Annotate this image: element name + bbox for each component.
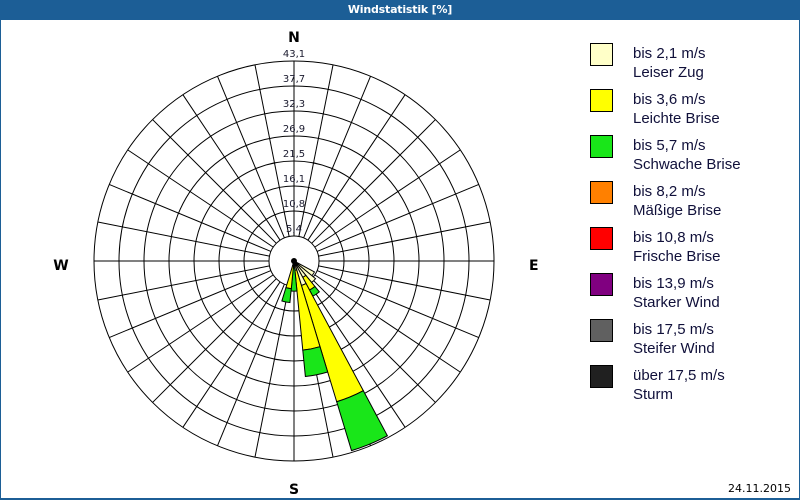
window-title: Windstatistik [%] — [347, 3, 453, 16]
legend-swatch — [590, 273, 613, 296]
grid-spoke — [182, 281, 281, 428]
ring-label: 37,7 — [283, 74, 305, 85]
grid-spoke — [109, 270, 272, 338]
compass-label-south: S — [289, 482, 299, 498]
legend-swatch — [590, 135, 613, 158]
petal-szw — [281, 260, 295, 304]
grid-spoke — [152, 278, 277, 403]
legend-item-steifer-wind: bis 17,5 m/s Steifer Wind — [590, 319, 790, 363]
compass-label-north: N — [288, 30, 300, 46]
legend-label: Steifer Wind — [633, 340, 715, 357]
petal-segment — [336, 390, 389, 452]
petal-szo — [293, 260, 329, 377]
grid-spoke — [303, 76, 371, 239]
wind-rose-chart: 5,4 10,8 16,1 21,5 26,9 32,3 37,7 43,1 N E S W — [53, 30, 539, 498]
compass-label-west: W — [53, 258, 68, 274]
legend-label: Starker Wind — [633, 294, 720, 311]
grid-spoke — [307, 281, 406, 428]
legend-speed: bis 10,8 m/s — [633, 229, 714, 246]
ring-label: 5,4 — [286, 224, 302, 235]
grid-spoke — [182, 94, 281, 241]
legend-item-sturm: über 17,5 m/s Sturm — [590, 365, 790, 409]
legend-item-leichte-brise: bis 3,6 m/s Leichte Brise — [590, 89, 790, 133]
center-dot — [291, 258, 297, 264]
legend-item-leiser-zug: bis 2,1 m/s Leiser Zug — [590, 43, 790, 87]
grid-spoke — [152, 119, 277, 244]
legend-swatch — [590, 43, 613, 66]
legend-speed: bis 13,9 m/s — [633, 275, 714, 292]
ring-label: 10,8 — [283, 199, 305, 210]
ring-labels: 5,4 10,8 16,1 21,5 26,9 32,3 37,7 43,1 — [283, 49, 305, 235]
legend-speed: bis 5,7 m/s — [633, 137, 706, 154]
date-stamp: 24.11.2015 — [728, 482, 791, 495]
polar-grid — [93, 60, 495, 462]
legend-label: Leiser Zug — [633, 64, 704, 81]
ring-label: 43,1 — [283, 49, 305, 60]
legend-label: Leichte Brise — [633, 110, 720, 127]
grid-spoke — [314, 274, 461, 373]
grid-spoke — [316, 184, 479, 252]
legend-item-maessige-brise: bis 8,2 m/s Mäßige Brise — [590, 181, 790, 225]
legend-label: Sturm — [633, 386, 674, 403]
grid-spoke — [314, 149, 461, 248]
grid-spoke — [318, 221, 491, 257]
compass-label-east: E — [529, 258, 539, 274]
ring-label: 26,9 — [283, 124, 305, 135]
grid-spoke — [298, 64, 334, 237]
petal-segment — [281, 287, 292, 304]
grid-spoke — [127, 149, 274, 248]
petal-sso — [293, 260, 389, 452]
grid-spoke — [307, 94, 406, 241]
grid-spoke — [127, 274, 274, 373]
ring-label: 16,1 — [283, 174, 305, 185]
grid-spoke — [318, 265, 491, 301]
grid-spoke — [109, 184, 272, 252]
legend-speed: über 17,5 m/s — [633, 367, 725, 384]
legend-label: Mäßige Brise — [633, 202, 722, 219]
grid-spoke — [254, 285, 290, 458]
legend-speed: bis 17,5 m/s — [633, 321, 714, 338]
legend-swatch — [590, 181, 613, 204]
grid-spoke — [217, 283, 285, 446]
grid-spoke — [311, 119, 436, 244]
window-title-bar: Windstatistik [%] — [0, 0, 800, 20]
petal-segment — [302, 346, 329, 377]
ring-label: 32,3 — [283, 99, 305, 110]
legend-speed: bis 8,2 m/s — [633, 183, 706, 200]
legend-item-schwache-brise: bis 5,7 m/s Schwache Brise — [590, 135, 790, 179]
legend-swatch — [590, 227, 613, 250]
ring-label: 21,5 — [283, 149, 305, 160]
grid-spoke — [217, 76, 285, 239]
wind-petals — [281, 260, 389, 452]
legend-speed: bis 3,6 m/s — [633, 91, 706, 108]
legend-speed: bis 2,1 m/s — [633, 45, 706, 62]
legend-label: Schwache Brise — [633, 156, 741, 173]
legend-item-starker-wind: bis 13,9 m/s Starker Wind — [590, 273, 790, 317]
legend-label: Frische Brise — [633, 248, 721, 265]
grid-spoke — [97, 265, 270, 301]
legend-item-frische-brise: bis 10,8 m/s Frische Brise — [590, 227, 790, 271]
grid-spoke — [97, 221, 270, 257]
grid-spoke — [311, 278, 436, 403]
grid-spoke — [316, 270, 479, 338]
legend-swatch — [590, 89, 613, 112]
legend-swatch — [590, 365, 613, 388]
legend-swatch — [590, 319, 613, 342]
grid-spoke — [254, 64, 290, 237]
